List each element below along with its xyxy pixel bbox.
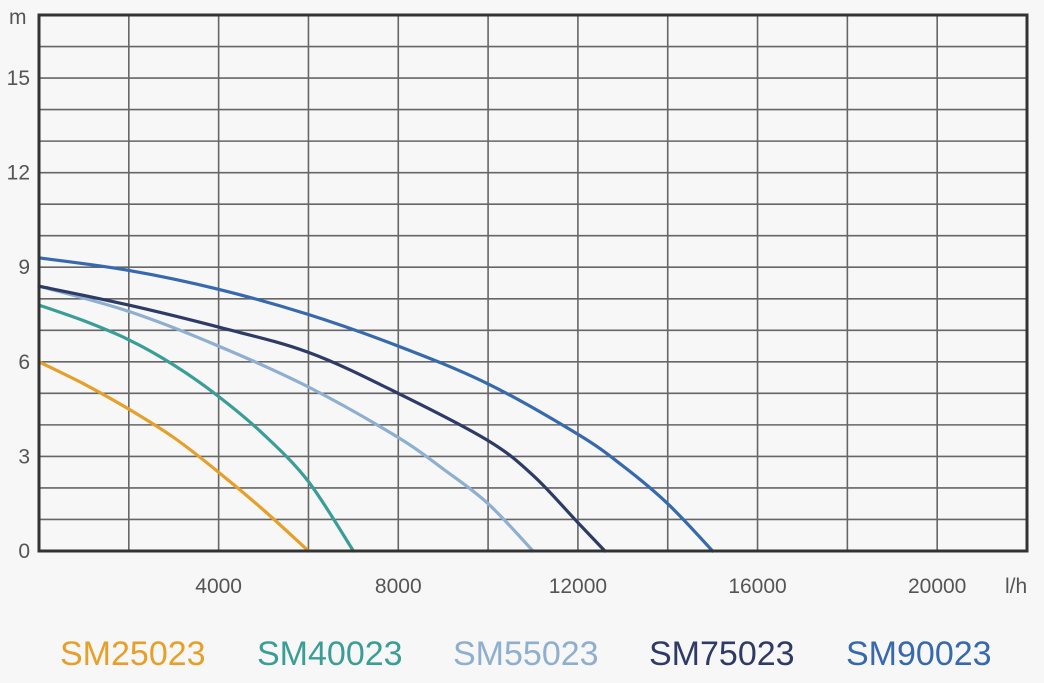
y-tick-label: 15	[7, 67, 30, 90]
grid	[39, 15, 1027, 551]
legend: SM25023 SM40023 SM55023 SM75023 SM90023	[0, 630, 1044, 680]
x-tick-label: 16000	[728, 575, 786, 598]
y-tick-label: 12	[7, 162, 30, 185]
legend-item-sm55023: SM55023	[453, 635, 599, 673]
x-tick-label: 20000	[908, 575, 966, 598]
x-axis-unit: l/h	[1005, 575, 1027, 598]
pump-curve-chart: 0 3 6 9 12 15 4000 8000 12000 16000 20000 m l/h	[7, 6, 1029, 598]
series-line-sm40023	[37, 303, 355, 553]
legend-item-sm90023: SM90023	[846, 635, 992, 673]
series-line-sm55023	[37, 284, 535, 553]
y-tick-label: 0	[18, 540, 30, 563]
y-tick-label: 6	[18, 351, 30, 374]
legend-item-sm40023: SM40023	[257, 635, 403, 673]
series-line-sm25023	[37, 360, 311, 553]
curves	[37, 256, 715, 553]
x-tick-label: 8000	[375, 575, 422, 598]
x-tick-labels: 4000 8000 12000 16000 20000	[195, 575, 966, 598]
x-tick-label: 4000	[195, 575, 242, 598]
series-line-sm75023	[37, 284, 607, 553]
y-tick-labels: 0 3 6 9 12 15	[7, 67, 30, 563]
legend-item-sm75023: SM75023	[649, 635, 795, 673]
y-tick-label: 9	[18, 256, 30, 279]
series-line-sm90023	[37, 256, 715, 553]
x-tick-label: 12000	[549, 575, 607, 598]
legend-item-sm25023: SM25023	[60, 635, 206, 673]
plot-frame	[37, 13, 1029, 553]
y-tick-label: 3	[18, 445, 30, 468]
y-axis-unit: m	[9, 6, 27, 29]
